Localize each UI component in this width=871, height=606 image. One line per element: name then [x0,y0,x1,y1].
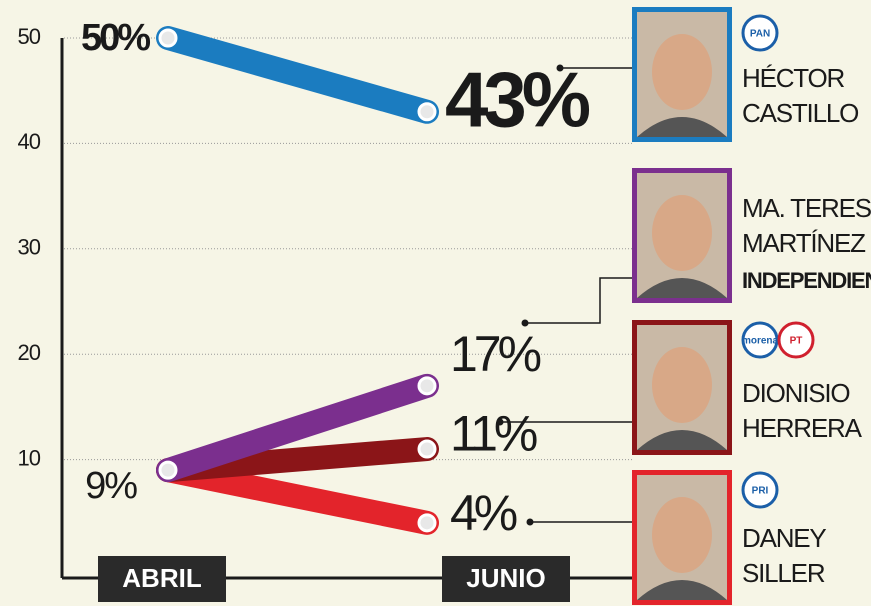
candidate-name: DANEY [742,523,826,553]
candidate-name: MA. TERESA [742,193,871,223]
photo-shoulders [637,580,727,600]
point [417,513,437,533]
series-line [156,458,439,535]
value-label: 50% [81,17,150,59]
connector-dot [556,64,564,72]
party-logo [777,321,815,359]
candidate-name: SILLER [742,558,825,588]
x-tick-label: JUNIO [466,563,545,593]
connector-dot [496,418,504,426]
value-label: 4% [450,485,517,541]
candidate-name: HÉCTOR [742,63,845,93]
y-tick-label: 40 [18,129,41,154]
y-tick-label: 20 [18,340,41,365]
party-logo-label: morena [742,336,779,347]
photo-face [652,497,712,573]
candidate-name: HERRERA [742,413,863,443]
y-tick-label: 50 [18,24,41,49]
category-box [98,556,226,602]
value-label: 11% [450,405,537,461]
point [158,28,178,48]
candidate-name: MARTÍNEZ [742,228,866,258]
party-logo [741,321,779,359]
value-label: 17% [450,326,541,382]
photo-face [652,34,712,110]
point [158,460,178,480]
party-logo-label: PRI [752,486,769,497]
point [417,439,437,459]
photo-face [652,195,712,271]
category-box [442,556,570,602]
y-tick-label: 30 [18,235,41,260]
connector [525,277,632,324]
candidate-party: INDEPENDIENTE [742,268,871,293]
candidate-name: CASTILLO [742,98,858,128]
photo-shoulders [637,117,727,137]
party-logo-label: PAN [750,29,770,40]
series-line [156,373,439,483]
point [417,376,437,396]
y-tick-label: 10 [18,445,41,470]
connector-dot [526,518,534,526]
value-label: 9% [85,465,137,507]
series-line [156,26,439,124]
candidate-name: DIONISIO [742,378,849,408]
party-logo [741,471,779,509]
value-label: 43% [445,55,590,143]
party-logo [741,14,779,52]
party-logo-label: PT [790,336,803,347]
photo-shoulders [637,430,727,450]
x-tick-label: ABRIL [122,563,202,593]
point [417,102,437,122]
photo-shoulders [637,278,727,298]
photo-face [652,347,712,423]
connector-dot [521,319,529,327]
